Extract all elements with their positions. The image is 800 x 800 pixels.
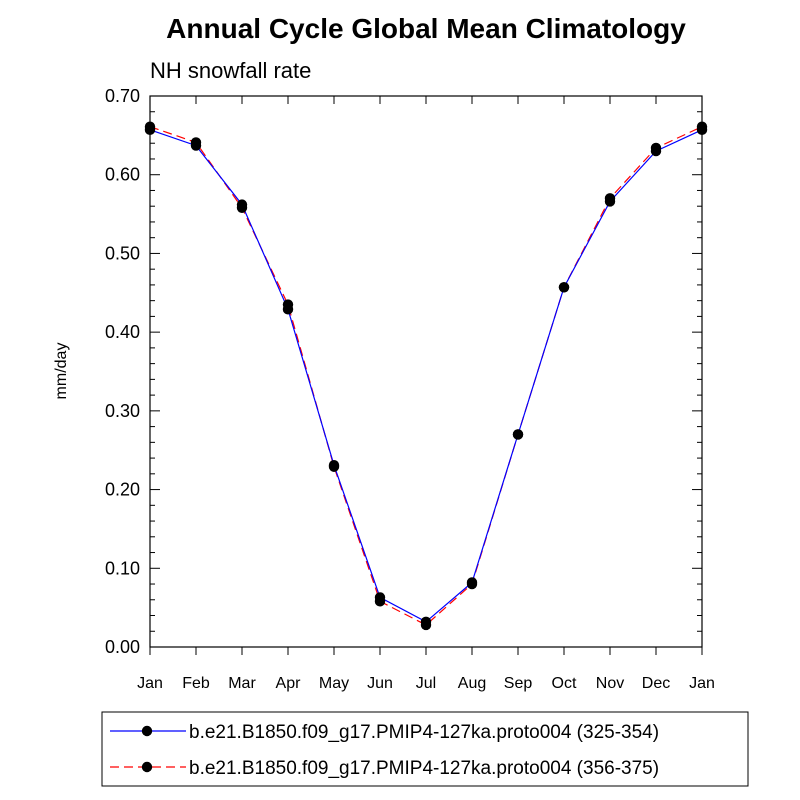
x-tick-label: Dec [642, 675, 670, 692]
x-tick-label: Jul [416, 675, 436, 692]
data-point [328, 459, 340, 471]
legend-marker [141, 725, 153, 737]
y-tick-label: 0.40 [105, 322, 140, 342]
y-tick-label: 0.30 [105, 401, 140, 421]
x-tick-label: Jan [689, 675, 715, 692]
data-point [558, 282, 570, 293]
plot-frame [149, 95, 703, 648]
data-point [604, 196, 616, 207]
x-tick-label: Nov [596, 675, 624, 692]
chart-title: Annual Cycle Global Mean Climatology [166, 13, 686, 44]
data-point [420, 616, 432, 628]
series-line [149, 126, 703, 626]
y-tick-label: 0.60 [105, 165, 140, 185]
plot-area: 0.00 0.10 0.20 0.30 0.40 0.50 0.60 0.70 Jan Feb Ma… [105, 86, 715, 692]
x-tick-label: Mar [228, 675, 256, 692]
data-point [190, 140, 202, 151]
x-tick-label: May [319, 675, 349, 692]
legend: b.e21.B1850.f09_g17.PMIP4-127ka.proto004… [101, 711, 749, 787]
data-point [374, 592, 386, 603]
data-point [512, 429, 524, 440]
legend-label: b.e21.B1850.f09_g17.PMIP4-127ka.proto004… [189, 758, 659, 779]
series-line [149, 129, 703, 623]
y-tick-label: 0.70 [105, 86, 140, 106]
y-tick-label: 0.10 [105, 558, 140, 578]
x-tick-label: Jan [137, 675, 163, 692]
x-tick-label: Jun [367, 675, 393, 692]
legend-label: b.e21.B1850.f09_g17.PMIP4-127ka.proto004… [189, 722, 659, 743]
data-point [466, 577, 478, 588]
x-tick-label: Oct [552, 675, 577, 692]
y-axis-label: mm/day [53, 343, 70, 400]
x-tick-label: Feb [182, 675, 210, 692]
data-point [650, 145, 662, 157]
y-tick-label: 0.00 [105, 637, 140, 657]
x-tick-label: Aug [458, 675, 486, 692]
chart-subtitle: NH snowfall rate [150, 58, 311, 83]
data-point [696, 124, 708, 136]
x-tick-label: Sep [504, 675, 533, 692]
data-point [282, 304, 294, 315]
data-point [236, 199, 248, 210]
y-tick-label: 0.50 [105, 243, 140, 263]
legend-marker [141, 761, 153, 773]
legend-box [101, 711, 749, 787]
x-tick-label: Apr [276, 675, 302, 692]
data-point [144, 124, 156, 136]
y-tick-label: 0.20 [105, 480, 140, 500]
